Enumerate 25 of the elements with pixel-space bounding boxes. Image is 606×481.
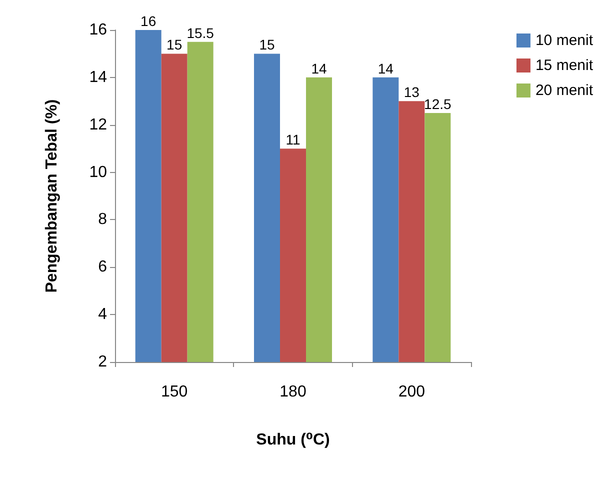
data-label: 15 bbox=[166, 36, 182, 53]
y-tick-label: 10 bbox=[89, 164, 108, 181]
data-label: 15 bbox=[259, 36, 275, 53]
data-label: 14 bbox=[311, 60, 327, 76]
y-tick-label: 6 bbox=[98, 258, 108, 276]
legend-label: 10 menit bbox=[535, 32, 594, 49]
y-axis-title: Pengembangan Tebal (%) bbox=[44, 99, 60, 293]
y-tick-label: 4 bbox=[98, 306, 108, 324]
y-tick-label: 16 bbox=[89, 22, 108, 38]
data-label: 12.5 bbox=[424, 96, 452, 112]
data-label: 16 bbox=[140, 13, 156, 29]
legend-label: 15 menit bbox=[535, 57, 594, 74]
x-tick-label: 180 bbox=[280, 384, 306, 400]
y-tick-label: 14 bbox=[89, 68, 108, 86]
data-label: 14 bbox=[378, 60, 394, 76]
y-tick-label: 12 bbox=[89, 116, 108, 134]
data-label: 13 bbox=[404, 84, 420, 100]
legend-label: 20 menit bbox=[535, 82, 594, 99]
y-tick-label: 2 bbox=[98, 354, 108, 370]
data-label: 15.5 bbox=[186, 24, 214, 41]
y-tick-label: 8 bbox=[98, 211, 108, 228]
x-tick-label: 200 bbox=[398, 384, 426, 400]
x-axis-title: Suhu (⁰C) bbox=[256, 432, 330, 448]
data-label: 11 bbox=[286, 132, 300, 148]
x-tick-label: 150 bbox=[160, 384, 188, 400]
